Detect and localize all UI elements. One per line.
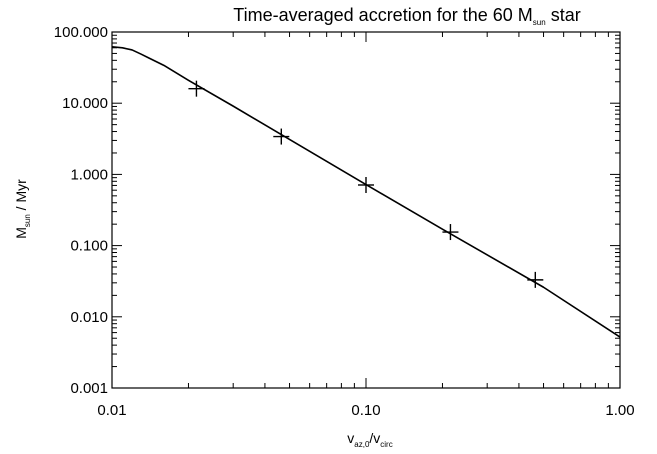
y-tick-label: 1.000 — [70, 166, 108, 183]
x-tick-label: 1.00 — [605, 402, 634, 419]
y-axis-label: Msun / Myr — [13, 179, 32, 239]
x-tick-label: 0.10 — [351, 402, 380, 419]
data-point-plus — [273, 128, 290, 145]
axis-ticks — [111, 31, 621, 389]
accretion-curve — [111, 45, 621, 338]
chart-title: Time-averaged accretion for the 60 Msun … — [233, 5, 580, 27]
y-tick-label: 0.001 — [70, 380, 108, 397]
y-tick-label: 0.100 — [70, 238, 108, 255]
x-tick-label: 0.01 — [97, 402, 126, 419]
data-point-plus — [188, 80, 205, 97]
x-tick-labels: 0.01 0.10 1.00 — [97, 402, 634, 419]
data-point-plus — [527, 271, 544, 288]
x-axis-label: vaz,0/vcirc — [347, 430, 392, 449]
data-point-plus — [358, 176, 374, 193]
plot-frame — [111, 31, 621, 389]
data-point-plus — [442, 224, 459, 241]
series-layer — [111, 45, 621, 338]
y-tick-label: 0.010 — [70, 309, 108, 326]
y-tick-label: 10.000 — [62, 95, 108, 112]
y-tick-labels: 100.000 10.000 1.000 0.100 0.010 0.001 — [54, 24, 108, 397]
y-tick-label: 100.000 — [54, 24, 108, 41]
plot-border — [111, 31, 621, 389]
